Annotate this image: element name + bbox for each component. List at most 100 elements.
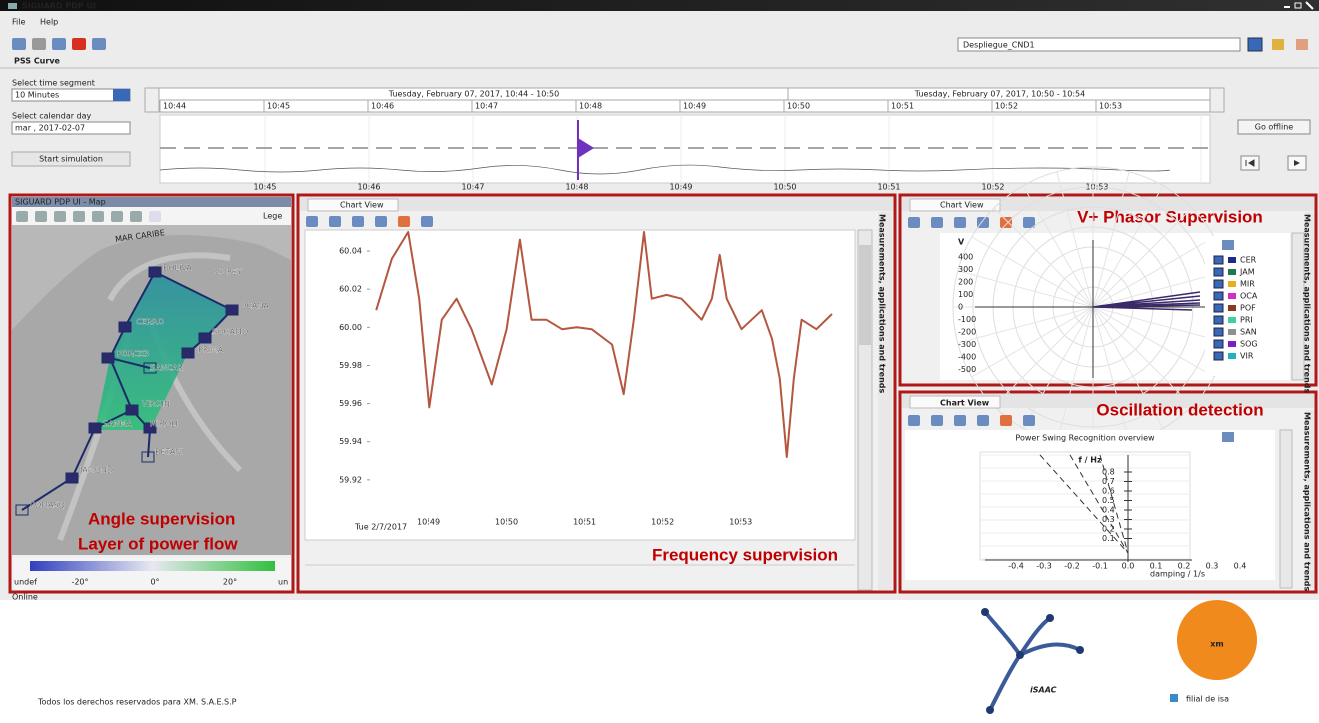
chart-tool-icon — [1023, 415, 1035, 426]
chart-tool-icon — [954, 415, 966, 426]
dropdown-button — [113, 89, 130, 101]
app-icon — [8, 3, 17, 9]
annotation: Oscillation detection — [1096, 400, 1263, 419]
legend-checkbox — [1214, 280, 1223, 288]
title-bar — [0, 0, 1319, 11]
tool-icon — [35, 211, 47, 222]
legend-checkbox — [1214, 256, 1223, 264]
axis-tick: -200 — [958, 328, 976, 337]
workspace-value[interactable]: Despliegue_CND1 — [963, 41, 1035, 50]
axis-tick: -100 — [958, 315, 976, 324]
x-tick-label: 10:53 — [729, 518, 752, 527]
axis-tick: 0.1 — [1102, 534, 1115, 543]
axis-tick: 10:48 — [565, 183, 588, 192]
axis-tick: 100 — [958, 290, 973, 299]
tab-label[interactable]: Chart View — [940, 399, 990, 408]
scroll-left — [145, 88, 159, 112]
node-label: VIRGIN — [142, 400, 170, 409]
toolbar-icon — [72, 38, 86, 50]
x-tick-label: 10:50 — [495, 518, 518, 527]
legend-checkbox — [1214, 328, 1223, 336]
axis-label: f / Hz — [1078, 456, 1102, 465]
annotation: V+ Phasor Supervision — [1077, 207, 1263, 226]
tool-icon — [111, 211, 123, 222]
legend-label[interactable]: POF — [1240, 304, 1256, 313]
legend-checkbox — [1214, 340, 1223, 348]
dropdown-value[interactable]: mar , 2017-02-07 — [15, 124, 85, 133]
axis-tick: -500 — [958, 365, 976, 374]
dropdown-value[interactable]: 10 Minutes — [15, 91, 59, 100]
scroll-right — [1210, 88, 1224, 112]
isaac-logo-node — [1046, 614, 1054, 622]
axis-tick: 0.5 — [1102, 496, 1115, 505]
menu-item[interactable]: Help — [40, 18, 58, 27]
node-marker — [182, 348, 194, 358]
node-label: CERRO — [136, 318, 164, 327]
x-tick-label: 10:49 — [417, 518, 440, 527]
axis-tick: -0.4 — [1008, 562, 1024, 571]
axis-tick: 10:52 — [981, 183, 1004, 192]
y-tick-label: 60.04 — [339, 247, 362, 256]
chart-tool-icon — [329, 216, 341, 227]
axis-tick: 0.6 — [1102, 487, 1115, 496]
node-marker — [66, 473, 78, 483]
chart-tool-icon — [1000, 415, 1012, 426]
tab-label[interactable]: Chart View — [340, 201, 384, 210]
tab-label: PSS Curve — [14, 57, 61, 66]
axis-tick: 10:51 — [877, 183, 900, 192]
node-label: BOLIVA — [163, 264, 192, 273]
axis-tick: -0.2 — [1064, 562, 1080, 571]
axis-tick: 400 — [958, 253, 973, 262]
screenshot: SIGUARD PDP UIFileHelpDespliegue_CND1PSS… — [0, 0, 1319, 723]
legend-button[interactable]: Lege — [263, 212, 282, 221]
legend-label[interactable]: CER — [1240, 256, 1257, 265]
chart-tool-icon — [931, 217, 943, 228]
node-label: PRIMA — [198, 346, 224, 355]
tool-icon — [130, 211, 142, 222]
toolbar-icon — [12, 38, 26, 50]
legend-label[interactable]: MIR — [1240, 280, 1255, 289]
legend-label[interactable]: VIR — [1240, 352, 1254, 361]
axis-tick: 0.4 — [1102, 506, 1115, 515]
folder-icon — [1272, 39, 1284, 50]
tool-icon — [149, 211, 161, 222]
legend-label[interactable]: OCA — [1240, 292, 1258, 301]
scale-label: -20° — [71, 578, 88, 587]
axis-tick: 10:46 — [357, 183, 380, 192]
node-marker — [89, 423, 101, 433]
x-date-label: Tue 2/7/2017 — [354, 523, 407, 532]
axis-tick: 10:45 — [253, 183, 276, 192]
toolbar-icon — [92, 38, 106, 50]
legend-swatch — [1228, 353, 1236, 359]
button-label[interactable]: Start simulation — [39, 155, 103, 164]
scrollbar — [1292, 233, 1304, 380]
legend-label[interactable]: PRI — [1240, 316, 1253, 325]
axis-tick: 10:50 — [773, 183, 796, 192]
axis-tick: 300 — [958, 265, 973, 274]
side-label: Measurements, applications and trends — [878, 214, 887, 393]
legend-swatch — [1228, 341, 1236, 347]
menu-item[interactable]: File — [12, 18, 25, 27]
node-label: MIROLI — [150, 420, 178, 429]
node-label: SOGAMO — [212, 328, 248, 337]
isaac-logo-node — [981, 608, 989, 616]
axis-tick: -400 — [958, 353, 976, 362]
y-tick-label: 59.98 — [339, 361, 362, 370]
node-marker — [199, 333, 211, 343]
legend-label[interactable]: SOG — [1240, 340, 1258, 349]
annotation: Layer of power flow — [78, 534, 238, 553]
tab-label[interactable]: Chart View — [940, 201, 984, 210]
scale-label: undef — [14, 578, 37, 587]
legend-label[interactable]: JAM — [1239, 268, 1255, 277]
page: { "window": {"title": "SIGUARD PDP UI", … — [0, 0, 1319, 723]
node-label: BETANI — [155, 448, 184, 457]
scale-label: un — [278, 578, 288, 587]
isaac-logo-text: iSAAC — [1030, 686, 1057, 695]
node-label: SANMA — [103, 420, 133, 429]
legend-label[interactable]: SAN — [1240, 328, 1257, 337]
y-tick-label: 59.94 — [339, 437, 362, 446]
button-label[interactable]: Go offline — [1255, 123, 1294, 132]
side-label-copy: Measurements, applications and trends — [1303, 214, 1312, 393]
axis-tick: 200 — [958, 278, 973, 287]
toolbar-icon — [32, 38, 46, 50]
